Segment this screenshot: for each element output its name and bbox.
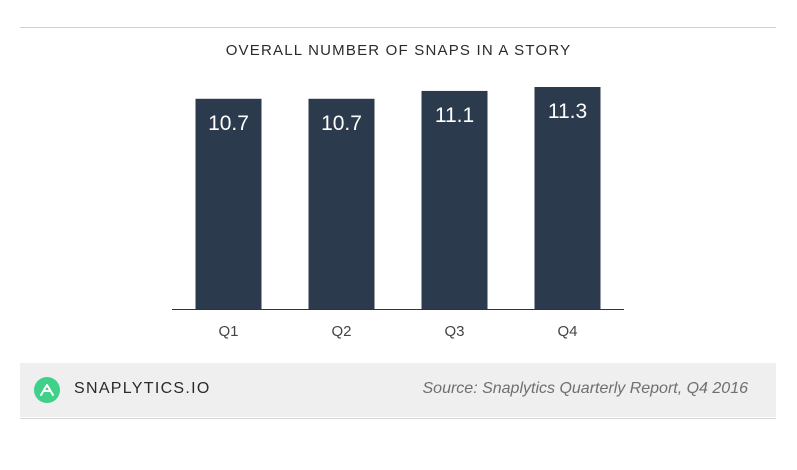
bar-q4 — [534, 87, 601, 309]
bar-value-label: 10.7 — [321, 112, 362, 135]
x-tick-label: Q1 — [218, 323, 238, 340]
snaplytics-logo-icon — [34, 377, 60, 403]
chart-title: OVERALL NUMBER OF SNAPS IN A STORY — [225, 42, 572, 59]
top-divider — [20, 27, 776, 28]
bar-q3 — [421, 90, 488, 310]
brand-name[interactable]: SNAPLYTICS.IO — [74, 380, 211, 397]
bar-q1 — [195, 98, 262, 309]
bar-q2 — [308, 98, 375, 309]
bar-chart: 10.7 Q1 10.7 Q2 11.1 Q3 11.3 Q4 — [172, 87, 624, 340]
x-tick-label: Q3 — [444, 323, 464, 340]
bottom-divider — [20, 418, 776, 419]
x-tick-label: Q4 — [557, 323, 577, 340]
source-note: Source: Snaplytics Quarterly Report, Q4 … — [422, 380, 749, 397]
bar-value-label: 10.7 — [208, 112, 249, 135]
bar-value-label: 11.1 — [435, 104, 474, 127]
x-tick-label: Q2 — [331, 323, 351, 340]
bar-value-label: 11.3 — [548, 100, 587, 123]
footer-bar: SNAPLYTICS.IO Source: Snaplytics Quarter… — [20, 363, 776, 417]
